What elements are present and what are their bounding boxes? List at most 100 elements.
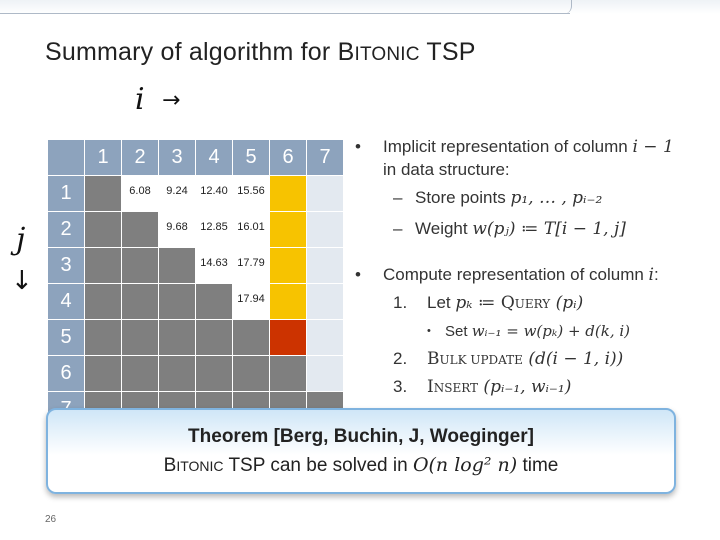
step-3-arg: (pᵢ₋₁, wᵢ₋₁)	[478, 377, 572, 397]
title-smallcaps: ITONIC	[354, 44, 420, 65]
table-cell-r6-c1	[85, 356, 121, 391]
table-cell-r2-c5: 16.01	[233, 212, 269, 247]
table-cell-r6-c5	[233, 356, 269, 391]
table-cell-r2-c2	[122, 212, 158, 247]
title-suffix: TSP	[419, 38, 476, 66]
bullet-2-colon: :	[653, 265, 659, 284]
top-rule	[0, 13, 570, 14]
table-cell-r2-c4: 12.85	[196, 212, 232, 247]
title-prefix: Summary of algorithm for B	[45, 38, 355, 66]
table-cell-r5-c5	[233, 320, 269, 355]
col-header-3: 3	[159, 140, 195, 175]
cell-value: 6.08	[129, 185, 151, 197]
table-cell-r2-c6	[270, 212, 306, 247]
table-cell-r5-c4	[196, 320, 232, 355]
row-header-4: 4	[48, 284, 84, 319]
step-2-number: 2.	[393, 349, 408, 368]
step-2-op-initial: B	[427, 349, 440, 369]
sub-bullet-1-text: Store points	[415, 188, 511, 207]
table-cell-r7-c5	[233, 392, 269, 412]
bullet-2: Compute representation of column i:	[383, 264, 659, 286]
j-axis-arrow-icon: ↓	[11, 266, 33, 296]
bullet-dot: •	[355, 137, 361, 156]
table-cell-r7-c6	[270, 392, 306, 412]
step-1: Let pₖ ≔ QUERY (pᵢ)	[427, 292, 583, 315]
row-header-5: 5	[48, 320, 84, 355]
table-cell-r3-c5: 17.79	[233, 248, 269, 283]
table-cell-r4-c3	[159, 284, 195, 319]
step-3-number: 3.	[393, 377, 408, 396]
top-band	[0, 0, 720, 14]
table-cell-r1-c2: 6.08	[122, 176, 158, 211]
table-cell-r5-c1	[85, 320, 121, 355]
col-header-1: 1	[85, 140, 121, 175]
cell-value: 17.79	[237, 257, 265, 269]
table-cell-r4-c6	[270, 284, 306, 319]
table-cell-r5-c2	[122, 320, 158, 355]
page-number: 26	[45, 514, 57, 525]
table-cell-r6-c2	[122, 356, 158, 391]
bullet-1-math: i − 1	[632, 137, 674, 157]
table-cell-r3-c2	[122, 248, 158, 283]
sub-bullet-dot: •	[427, 325, 431, 337]
table-cell-r5-c7	[307, 320, 343, 355]
j-axis-label: j	[16, 222, 26, 257]
bullet-2-text: Compute representation of column	[383, 265, 649, 284]
step-1-sub: Set wᵢ₋₁ = w(pₖ) + d(k, i)	[445, 320, 630, 343]
table-cell-r1-c6	[270, 176, 306, 211]
sub-bullet-2-math: w(pⱼ) ≔ T[i − 1, j]	[472, 219, 626, 239]
table-cell-r1-c4: 12.40	[196, 176, 232, 211]
table-cell-r1-c7	[307, 176, 343, 211]
table-cell-r7-c4	[196, 392, 232, 412]
table-cell-r7-c7	[307, 392, 343, 412]
bullet-2-math: i	[648, 265, 654, 285]
table-cell-r1-c1	[85, 176, 121, 211]
cell-value: 12.85	[200, 221, 228, 233]
step-3: INSERT (pᵢ₋₁, wᵢ₋₁)	[427, 376, 571, 399]
step-1-op-initial: Q	[500, 293, 515, 313]
theorem-body-end: time	[517, 455, 559, 476]
table-cell-r3-c4: 14.63	[196, 248, 232, 283]
table-cell-r6-c3	[159, 356, 195, 391]
theorem-body-text: TSP can be solved in	[223, 455, 413, 476]
table-cell-r3-c6	[270, 248, 306, 283]
table-cell-r3-c7	[307, 248, 343, 283]
row-header-7: 7	[48, 392, 84, 412]
theorem-body-smallcaps: ITONIC	[176, 458, 224, 474]
cell-value: 16.01	[237, 221, 265, 233]
bullet-1-text: Implicit representation of column	[383, 137, 633, 156]
step-1-math: pₖ ≔	[455, 293, 501, 313]
table-cell-r4-c2	[122, 284, 158, 319]
theorem-body: BITONIC TSP can be solved in O(n log² n)…	[48, 454, 674, 477]
step-2-op-smallcaps: ULK UPDATE	[439, 353, 523, 367]
table-cell-r4-c1	[85, 284, 121, 319]
table-cell-r3-c3	[159, 248, 195, 283]
step-1-sub-math: wᵢ₋₁ = w(pₖ) + d(k, i)	[471, 322, 631, 340]
cell-value: 12.40	[200, 185, 228, 197]
row-header-6: 6	[48, 356, 84, 391]
row-header-2: 2	[48, 212, 84, 247]
table-cell-r2-c7	[307, 212, 343, 247]
table-cell-r6-c4	[196, 356, 232, 391]
slide-title: Summary of algorithm for BITONIC TSP	[45, 38, 476, 67]
table-corner	[48, 140, 84, 175]
col-header-7: 7	[307, 140, 343, 175]
col-header-5: 5	[233, 140, 269, 175]
sub-bullet-2: Weight w(pⱼ) ≔ T[i − 1, j]	[415, 218, 626, 240]
step-2-arg: (d(i − 1, i))	[522, 349, 624, 369]
table-cell-r1-c3: 9.24	[159, 176, 195, 211]
table-cell-r4-c7	[307, 284, 343, 319]
row-header-3: 3	[48, 248, 84, 283]
step-1-sub-text: Set	[445, 323, 472, 340]
step-1-number: 1.	[393, 293, 408, 312]
cell-value: 17.94	[237, 293, 265, 305]
i-axis-label: i	[135, 82, 145, 117]
dp-table: 1 2 3 4 5 6 7 1 6.08 9.24 12.40 15.56 2 9.68 12.85 16.0…	[48, 140, 343, 412]
table-cell-r4-c5: 17.94	[233, 284, 269, 319]
sub-dash: –	[393, 188, 403, 207]
col-header-2: 2	[122, 140, 158, 175]
table-cell-r1-c5: 15.56	[233, 176, 269, 211]
col-header-6: 6	[270, 140, 306, 175]
cell-value: 15.56	[237, 185, 265, 197]
cell-value: 9.68	[166, 221, 188, 233]
